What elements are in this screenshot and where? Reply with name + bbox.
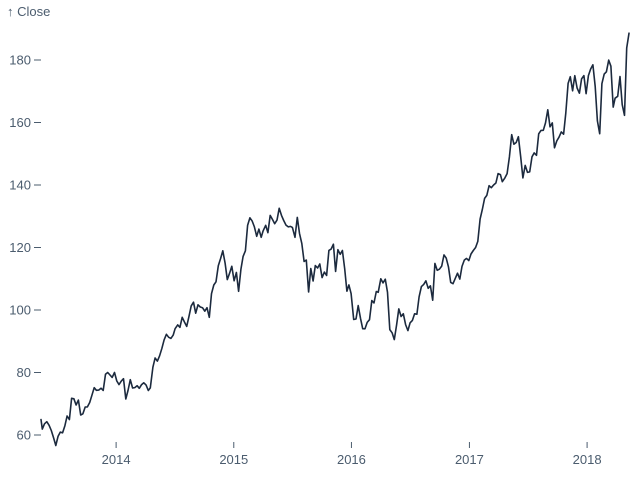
close-price-line	[40, 32, 630, 447]
y-tick-label: 180	[9, 53, 31, 68]
x-tick-label: 2016	[337, 452, 366, 467]
x-tick-label: 2018	[573, 452, 602, 467]
x-axis: 2014 2015 2016 2017 2018	[102, 442, 602, 467]
y-tick-label: 140	[9, 178, 31, 193]
y-tick-label: 60	[17, 428, 31, 443]
y-tick-label: 100	[9, 303, 31, 318]
y-tick-label: 120	[9, 240, 31, 255]
x-tick-label: 2014	[102, 452, 131, 467]
y-axis-label: ↑ Close	[7, 4, 51, 19]
x-tick-label: 2017	[455, 452, 484, 467]
y-tick-label: 160	[9, 115, 31, 130]
y-tick-label: 80	[17, 365, 31, 380]
x-tick-label: 2015	[219, 452, 248, 467]
y-axis: 60 80 100 120 140 160 180	[9, 53, 41, 443]
